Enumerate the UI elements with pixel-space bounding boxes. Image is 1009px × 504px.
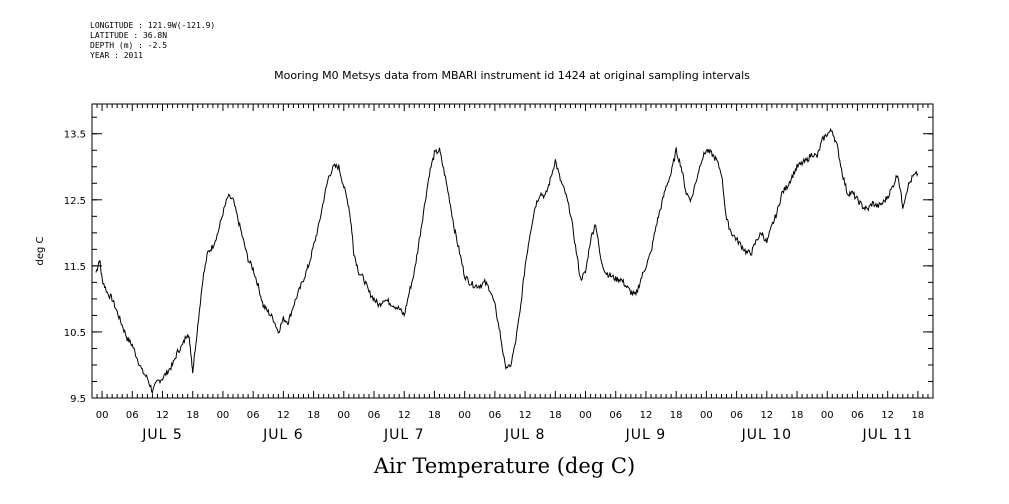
x-tick-label: 00: [458, 410, 471, 421]
longitude-label: LONGITUDE : 121.9W(-121.9): [90, 21, 216, 30]
x-tick-label: 00: [579, 410, 592, 421]
x-day-label: JUL 11: [861, 427, 912, 443]
x-tick-label: 06: [609, 410, 622, 421]
y-tick-label: 10.5: [64, 328, 86, 339]
x-tick-label: 12: [881, 410, 894, 421]
x-tick-label: 12: [156, 410, 169, 421]
x-day-label: JUL 9: [625, 427, 667, 443]
year-label: YEAR : 2011: [90, 51, 143, 60]
x-axis-title: Air Temperature (deg C): [373, 454, 636, 478]
plot-frame: [91, 103, 934, 399]
x-tick-label: 18: [549, 410, 562, 421]
x-tick-label: 12: [398, 410, 411, 421]
x-tick-label: 00: [700, 410, 713, 421]
x-tick-label: 00: [217, 410, 230, 421]
metadata-block: LONGITUDE : 121.9W(-121.9) LATITUDE : 36…: [90, 21, 215, 61]
x-tick-label: 18: [670, 410, 683, 421]
x-tick-label: 18: [186, 410, 199, 421]
x-tick-label: 06: [126, 410, 139, 421]
x-day-label: JUL 7: [383, 427, 425, 443]
y-tick-label: 11.5: [64, 262, 86, 273]
x-tick-label: 06: [851, 410, 864, 421]
x-tick-label: 06: [730, 410, 743, 421]
x-tick-label: 12: [640, 410, 653, 421]
y-tick-label: 9.5: [70, 394, 86, 405]
chart-title: Mooring M0 Metsys data from MBARI instru…: [274, 69, 750, 82]
x-tick-label: 18: [307, 410, 320, 421]
x-tick-label: 00: [96, 410, 109, 421]
x-tick-label: 12: [760, 410, 773, 421]
x-day-label: JUL 5: [141, 427, 183, 443]
x-day-label: JUL 8: [504, 427, 546, 443]
depth-label: DEPTH (m) : -2.5: [90, 41, 168, 50]
x-tick-label: 06: [489, 410, 502, 421]
x-day-label: JUL 6: [262, 427, 304, 443]
latitude-label: LATITUDE : 36.8N: [90, 31, 168, 40]
x-day-label: JUL 10: [741, 427, 792, 443]
x-tick-label: 12: [277, 410, 290, 421]
y-axis-label: deg C: [35, 236, 46, 265]
x-axis: 00 06 12 18 00 06 12 18 00 06 12 18 00 06 12 18 00 06 12 18…: [96, 104, 934, 443]
series-line: [95, 127, 919, 395]
x-tick-label: 18: [912, 410, 925, 421]
x-tick-label: 18: [428, 410, 441, 421]
y-tick-label: 12.5: [64, 196, 86, 207]
y-tick-label: 13.5: [64, 130, 86, 141]
y-axis: 9.5 10.5 11.5 12.5 13.5: [64, 116, 933, 405]
x-tick-label: 06: [368, 410, 381, 421]
x-tick-label: 00: [821, 410, 834, 421]
x-tick-label: 18: [791, 410, 804, 421]
x-tick-label: 06: [247, 410, 260, 421]
x-tick-label: 12: [519, 410, 532, 421]
x-tick-label: 00: [337, 410, 350, 421]
